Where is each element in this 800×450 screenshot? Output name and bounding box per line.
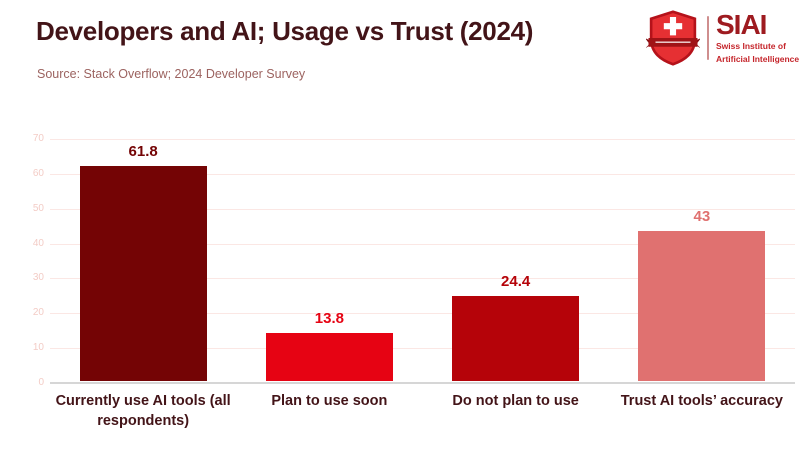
gridline <box>50 173 795 175</box>
chart-title: Developers and AI; Usage vs Trust (2024) <box>36 16 534 46</box>
y-tick-label: 30 <box>32 272 44 284</box>
bar-value-label: 61.8 <box>128 142 158 160</box>
gridline <box>50 278 795 280</box>
x-category-label: Do not plan to use <box>452 393 579 409</box>
bar-0 <box>79 165 207 381</box>
logo-divider <box>707 16 709 60</box>
gridline <box>50 139 795 140</box>
bar-3 <box>638 231 766 381</box>
plot-area: 0 10 20 30 40 50 60 70 61.8 Currently use AI tool… <box>33 134 795 429</box>
bar-1 <box>265 332 393 381</box>
logo-subtitle-line1: Swiss Institute of <box>716 41 786 52</box>
y-tick-label: 70 <box>32 133 44 144</box>
bar-value-label: 13.8 <box>314 309 344 327</box>
bar-value-label: 24.4 <box>501 272 531 290</box>
swiss-shield-icon <box>646 10 700 66</box>
bar-2 <box>452 295 580 381</box>
logo-subtitle-line2: Artificial Intelligence <box>716 54 800 64</box>
bar-value-label: 43 <box>693 208 711 226</box>
gridline <box>50 313 795 315</box>
y-tick-label: 0 <box>38 377 44 388</box>
logo-text: SIAI Swiss Institute of Artificial Intel… <box>716 11 799 64</box>
siai-logo: SIAI Swiss Institute of Artificial Intel… <box>646 10 799 66</box>
y-tick-label: 10 <box>32 342 44 354</box>
x-category-label: Plan to use soon <box>271 393 388 409</box>
chart-source: Source: Stack Overflow; 2024 Developer S… <box>37 67 306 81</box>
x-axis-line <box>50 382 795 384</box>
y-tick-label: 50 <box>32 202 44 214</box>
logo-acronym: SIAI <box>716 9 767 41</box>
y-tick-label: 40 <box>32 237 44 249</box>
y-tick-label: 20 <box>32 307 44 319</box>
gridline <box>50 208 795 210</box>
gridline <box>50 348 795 350</box>
x-category-label: Currently use AI tools (all respondents) <box>55 393 231 429</box>
y-tick-label: 60 <box>32 167 44 179</box>
gridline <box>50 243 795 245</box>
x-category-label: Trust AI tools’ accuracy <box>620 393 783 409</box>
